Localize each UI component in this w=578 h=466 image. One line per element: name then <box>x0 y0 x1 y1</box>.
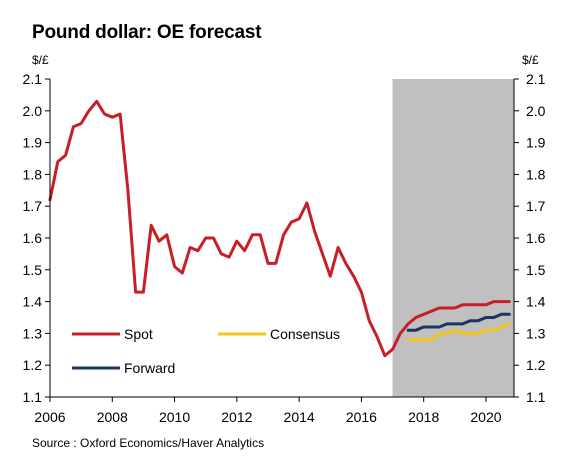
y-tick-label-right: 1.6 <box>526 230 546 246</box>
y-tick-label-left: 1.7 <box>23 198 43 214</box>
ticks-layer: 1.1 1.1 1.2 1.2 1.3 1.3 1.4 1.4 1.5 1.5 1.6 1.6 1.7 1… <box>23 71 546 425</box>
x-tick-label: 2010 <box>159 409 190 425</box>
chart-title: Pound dollar: OE forecast <box>32 22 262 43</box>
y-tick-label-right: 1.1 <box>526 389 546 405</box>
y-tick-label-left: 1.1 <box>23 389 43 405</box>
y-tick-label-left: 1.4 <box>23 294 43 310</box>
y-tick-label-left: 1.2 <box>23 357 43 373</box>
legend-label-forward: Forward <box>124 360 175 376</box>
y-tick-label-right: 1.2 <box>526 357 546 373</box>
y-tick-label-left: 1.9 <box>23 135 43 151</box>
y-tick-label-right: 1.4 <box>526 294 546 310</box>
x-tick-label: 2012 <box>221 409 252 425</box>
y-tick-label-right: 2.1 <box>526 71 546 87</box>
y-tick-label-left: 1.6 <box>23 230 43 246</box>
forecast-shading <box>392 79 514 397</box>
series-line-forward <box>406 312 511 332</box>
y-tick-label-right: 1.5 <box>526 262 546 278</box>
legend-label-spot: Spot <box>124 326 153 342</box>
y-tick-label-right: 2.0 <box>526 103 546 119</box>
legend-label-consensus: Consensus <box>270 326 340 342</box>
y-tick-label-right: 1.8 <box>526 166 546 182</box>
source-note: Source : Oxford Economics/Haver Analytic… <box>32 436 265 450</box>
y-tick-label-right: 1.3 <box>526 325 546 341</box>
x-tick-label: 2006 <box>34 409 65 425</box>
x-tick-label: 2008 <box>97 409 128 425</box>
x-tick-label: 2014 <box>284 409 315 425</box>
y-tick-label-left: 1.8 <box>23 166 43 182</box>
y-unit-right: $/£ <box>522 53 539 67</box>
series-layer <box>48 99 511 358</box>
y-tick-label-left: 2.0 <box>23 103 43 119</box>
series-line-spot <box>48 99 511 358</box>
y-tick-label-right: 1.7 <box>526 198 546 214</box>
y-tick-label-left: 1.5 <box>23 262 43 278</box>
x-tick-label: 2018 <box>408 409 439 425</box>
y-unit-left: $/£ <box>32 53 49 67</box>
y-tick-label-right: 1.9 <box>526 135 546 151</box>
x-tick-label: 2020 <box>470 409 501 425</box>
x-tick-label: 2016 <box>346 409 377 425</box>
y-tick-label-left: 2.1 <box>23 71 43 87</box>
y-tick-label-left: 1.3 <box>23 325 43 341</box>
legend: Spot Consensus Forward <box>72 326 340 376</box>
series-line-consensus <box>406 322 511 342</box>
